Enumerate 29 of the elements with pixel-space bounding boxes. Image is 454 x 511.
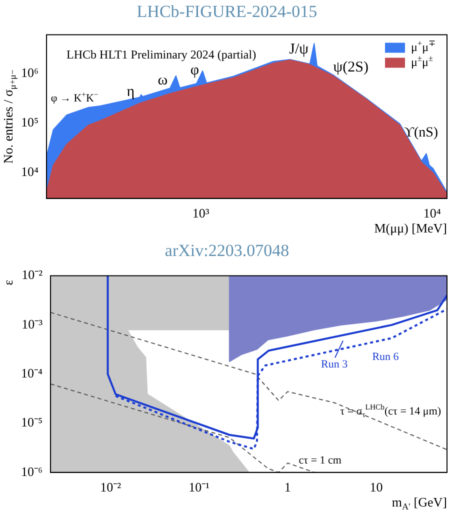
annotation: cτ = 1 cm — [298, 454, 342, 466]
legend-label: μ±μ± — [411, 54, 434, 69]
x-tick-label: 10³ — [192, 206, 210, 221]
y-tick-label: 10⁻³ — [22, 316, 43, 332]
annotation: J/ψ — [289, 41, 310, 58]
x-axis-title: M(μμ) [MeV] — [374, 220, 448, 236]
y-tick-label: 10⁵ — [20, 114, 39, 130]
annotation: ψ(2S) — [333, 59, 369, 76]
annotation: LHCb HLT1 Preliminary 2024 (partial) — [66, 47, 256, 62]
x-tick-label: 10⁻² — [100, 480, 122, 495]
y-tick-label: 10⁻² — [22, 267, 43, 282]
y-tick-label: 10⁻⁵ — [20, 414, 43, 430]
chart-title: LHCb-FIGURE-2024-015 — [136, 1, 318, 23]
series-label: Run 6 — [372, 350, 400, 363]
y-tick-label: 10⁻⁶ — [20, 464, 43, 479]
y-axis-title: No. entries / σμ+μ− — [0, 70, 18, 164]
annotation: ω — [158, 72, 168, 89]
legend-label: μ+μ∓ — [411, 38, 436, 54]
x-tick-label: 10⁻¹ — [188, 480, 210, 495]
annotation: φ — [190, 62, 200, 79]
x-tick-label: 10 — [370, 480, 383, 495]
y-tick-label: 10⁶ — [20, 64, 39, 80]
legend-label: Run 3 — [321, 358, 348, 371]
y-tick-label: 10⁴ — [20, 164, 39, 179]
annotation: η — [126, 84, 135, 100]
chart-title: arXiv:2203.07048 — [164, 240, 290, 262]
y-axis-title: ε — [0, 279, 16, 286]
y-tick-label: 10⁻⁴ — [20, 366, 43, 381]
x-tick-label: 1 — [284, 480, 291, 495]
